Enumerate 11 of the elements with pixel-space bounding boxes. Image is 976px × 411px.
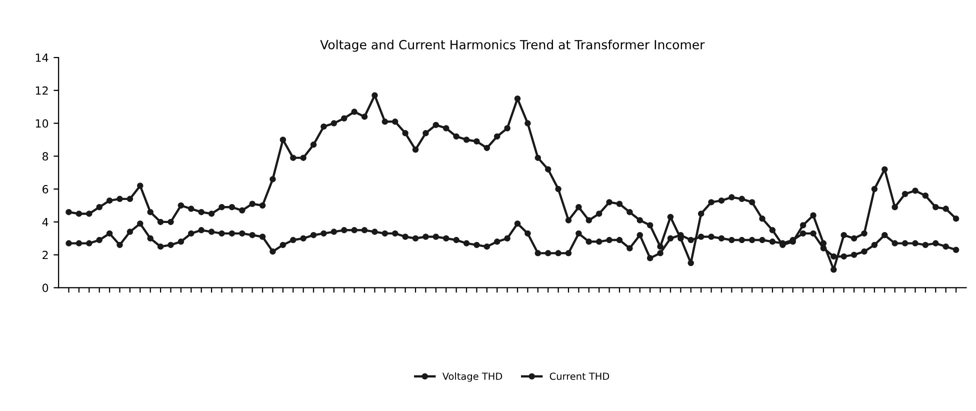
y-tick-label: 6 xyxy=(42,185,48,194)
y-tick-label: 4 xyxy=(42,218,48,226)
y-tick-label: 8 xyxy=(42,152,48,161)
y-tick-label: 2 xyxy=(42,250,48,260)
y-tick-label: 10 xyxy=(36,119,48,128)
legend-label: Current THD xyxy=(550,372,610,380)
y-tick-label: 0 xyxy=(42,284,48,292)
y-tick-label: 14 xyxy=(36,54,48,62)
y-tick-label: 12 xyxy=(36,86,48,95)
chart-title: Voltage and Current Harmonics Trend at Transformer Incomer xyxy=(320,40,705,52)
legend-label: Voltage THD xyxy=(442,372,502,382)
